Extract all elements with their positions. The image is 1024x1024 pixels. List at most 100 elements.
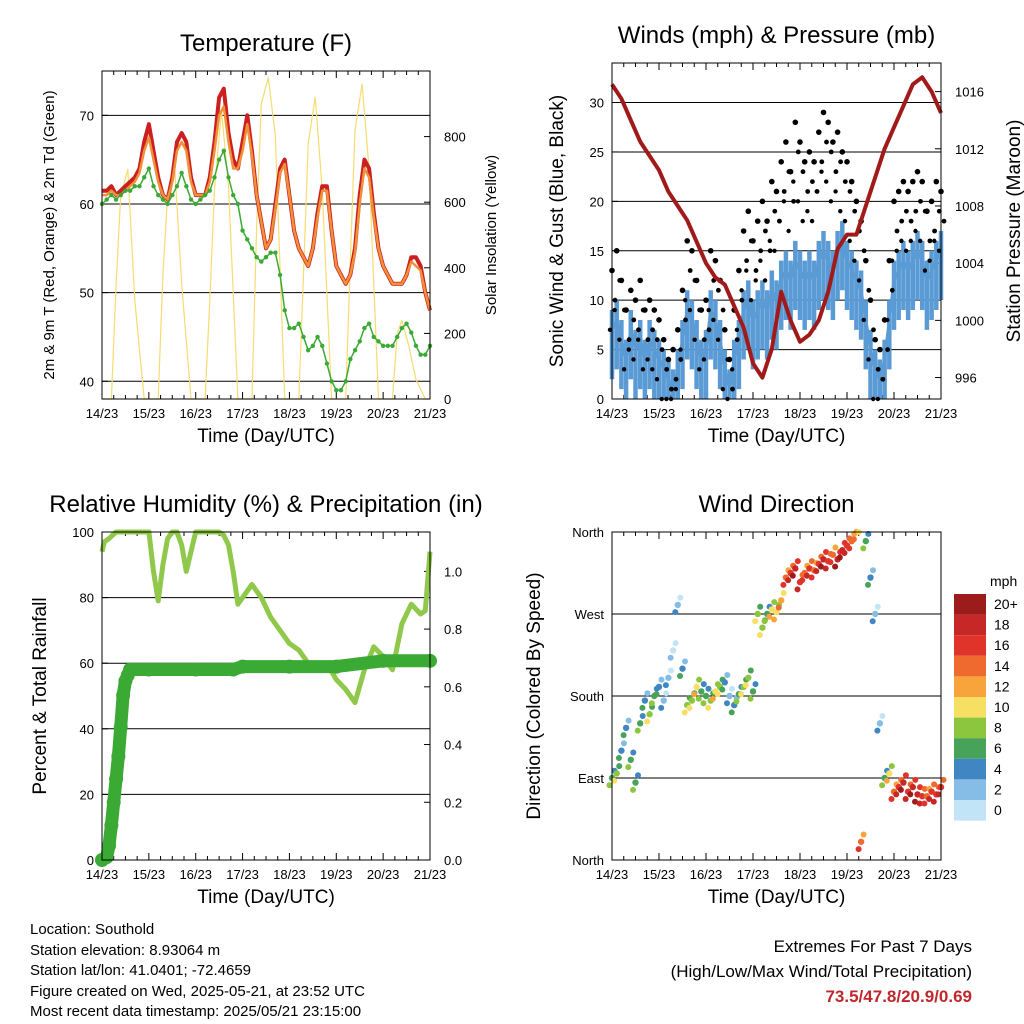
gust-point bbox=[928, 198, 935, 205]
gust-point bbox=[753, 278, 758, 283]
gust-point bbox=[781, 189, 787, 194]
direction-point bbox=[738, 691, 745, 698]
x-axis-label: Time (Day/UTC) bbox=[708, 887, 846, 908]
gust-point bbox=[936, 248, 942, 253]
y-tick-label: 20 bbox=[80, 787, 94, 802]
gust-point bbox=[899, 218, 905, 224]
gust-point bbox=[820, 109, 827, 116]
plot-border bbox=[101, 531, 431, 861]
direction-point bbox=[745, 674, 752, 681]
gust-point bbox=[636, 327, 641, 333]
gust-point bbox=[617, 337, 622, 342]
y-tick-label: 60 bbox=[80, 656, 94, 671]
gust-point bbox=[769, 178, 775, 185]
direction-point bbox=[785, 577, 792, 584]
direction-series bbox=[606, 528, 947, 853]
direction-point bbox=[803, 572, 810, 579]
gust-point bbox=[913, 208, 919, 214]
legend-label: 2 bbox=[994, 781, 1002, 797]
gust-point bbox=[825, 119, 831, 126]
x-tick-label: 17/23 bbox=[226, 406, 259, 421]
gust-point bbox=[894, 248, 899, 253]
gust-point bbox=[744, 268, 749, 273]
gust-point bbox=[848, 178, 855, 185]
gust-point bbox=[740, 228, 747, 234]
extremes-title: Extremes For Past 7 Days bbox=[773, 937, 972, 956]
x-tick-label: 15/23 bbox=[643, 406, 676, 421]
direction-point bbox=[693, 683, 700, 691]
location-text: Location: Southold bbox=[30, 921, 155, 938]
direction-point bbox=[789, 572, 796, 579]
gust-point bbox=[664, 366, 670, 372]
legend-swatch bbox=[954, 594, 986, 615]
gust-point bbox=[819, 169, 824, 174]
gust-point bbox=[734, 327, 740, 333]
direction-point bbox=[695, 695, 702, 702]
gust-point bbox=[908, 218, 914, 224]
gust-point bbox=[805, 209, 810, 214]
direction-point bbox=[733, 698, 740, 705]
x-tick-label: 21/23 bbox=[414, 867, 447, 882]
gust-point bbox=[852, 258, 857, 263]
humidity-line bbox=[99, 529, 433, 706]
direction-point bbox=[857, 838, 865, 845]
precip-line bbox=[95, 654, 437, 867]
direction-point bbox=[876, 720, 884, 727]
x-tick-label: 20/23 bbox=[878, 406, 911, 421]
gust-point bbox=[764, 218, 770, 224]
direction-point bbox=[705, 685, 712, 692]
y-tick-label: 10 bbox=[590, 293, 604, 308]
gust-point bbox=[880, 377, 885, 382]
direction-point bbox=[872, 610, 879, 618]
x-tick-label: 14/23 bbox=[86, 406, 119, 421]
y2-axis-label: Solar Insolation (Yellow) bbox=[483, 155, 500, 315]
precip-point bbox=[102, 838, 117, 853]
direction-point bbox=[888, 795, 895, 802]
gust-point bbox=[842, 179, 848, 184]
created-text: Figure created on Wed, 2025-05-21, at 23… bbox=[30, 982, 365, 1000]
plot-border bbox=[611, 531, 942, 861]
y2-tick-label: 0.0 bbox=[444, 853, 462, 868]
direction-point bbox=[639, 704, 646, 711]
gust-point bbox=[924, 208, 930, 215]
direction-point bbox=[677, 672, 683, 679]
direction-point bbox=[756, 631, 763, 638]
wind-line bbox=[610, 239, 943, 391]
direction-point bbox=[836, 554, 843, 561]
gust-point bbox=[645, 337, 651, 343]
gust-point bbox=[809, 218, 815, 224]
wind-direction-panel: Wind DirectionNorthEastSouthWestNorth14/… bbox=[524, 491, 1018, 908]
direction-point bbox=[665, 674, 672, 681]
gust-point bbox=[660, 336, 667, 343]
gust-point bbox=[866, 357, 871, 362]
gust-point bbox=[914, 168, 921, 175]
gust-point bbox=[833, 169, 839, 175]
direction-point bbox=[850, 536, 857, 543]
gust-point bbox=[800, 218, 805, 224]
chart-title: Relative Humidity (%) & Precipitation (i… bbox=[49, 491, 482, 518]
direction-point bbox=[808, 574, 815, 581]
direction-point bbox=[771, 616, 777, 623]
gust-point bbox=[795, 149, 801, 155]
direction-point bbox=[672, 640, 679, 647]
y-tick-label: 0 bbox=[87, 853, 94, 868]
gust-point bbox=[877, 346, 883, 353]
direction-point bbox=[625, 764, 632, 771]
gust-point bbox=[795, 199, 801, 204]
gust-point bbox=[762, 278, 768, 283]
gust-point bbox=[669, 386, 674, 392]
gust-point bbox=[748, 297, 754, 303]
y-tick-label: 0 bbox=[597, 392, 604, 407]
direction-point bbox=[709, 695, 716, 702]
gust-point bbox=[936, 208, 942, 214]
y-tick-label: 50 bbox=[80, 286, 94, 301]
x-tick-label: 15/23 bbox=[133, 867, 166, 882]
x-tick-label: 16/23 bbox=[690, 406, 723, 421]
direction-point bbox=[832, 563, 839, 570]
direction-point bbox=[702, 692, 710, 700]
direction-point bbox=[879, 713, 886, 720]
plot-border bbox=[101, 70, 431, 400]
gust-point bbox=[687, 268, 693, 273]
speed-legend: mph 20+ 18 16 14 12 10 8 6 4 2 0 bbox=[954, 573, 1018, 821]
x-tick-label: 20/23 bbox=[367, 406, 400, 421]
